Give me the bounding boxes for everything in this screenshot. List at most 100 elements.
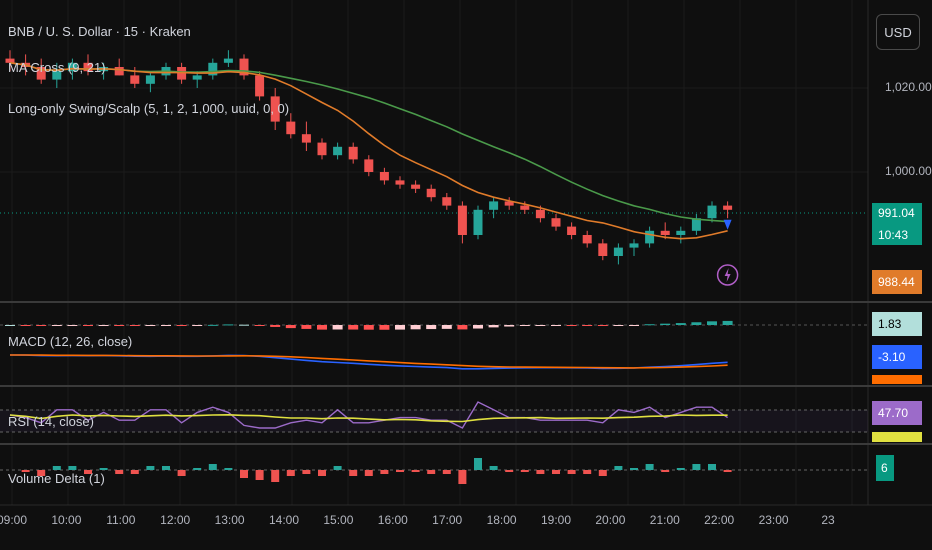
volume-delta-bar — [364, 470, 373, 476]
candle-body — [5, 58, 15, 63]
macd-histogram-bar — [426, 325, 437, 330]
time-label: 11:00 — [106, 513, 136, 527]
volume-delta-bar — [240, 470, 248, 478]
candle-body — [270, 96, 280, 122]
price-label-1000: 1,000.00 — [885, 164, 932, 178]
rsi-legend[interactable]: RSI (14, close) — [8, 414, 94, 429]
candle-body — [551, 218, 561, 227]
volume-delta-bar — [567, 470, 576, 474]
candle-body — [364, 159, 374, 172]
volume-delta-bar — [442, 470, 451, 474]
volume-delta-bar — [489, 466, 498, 470]
volume-delta-bar — [614, 466, 623, 470]
macd-histogram-bar — [317, 325, 327, 330]
volume-delta-legend[interactable]: Volume Delta (1) — [8, 471, 105, 486]
macd-histogram-bar — [285, 325, 296, 329]
macd-histogram-bar — [5, 325, 15, 326]
last-price-tag: 991.04 10:43 — [872, 203, 922, 245]
time-label: 16:00 — [377, 513, 408, 527]
macd-histogram-bar — [207, 324, 218, 326]
macd-histogram-bar — [551, 325, 561, 326]
candle-body — [348, 146, 358, 160]
volume-delta-bar — [115, 470, 124, 474]
candle-body — [489, 201, 499, 210]
macd-histogram-bar — [145, 325, 156, 326]
macd-histogram-bar — [129, 325, 140, 326]
volume-delta-bar — [474, 458, 482, 470]
candle-body — [36, 67, 46, 80]
time-label: 22:00 — [704, 513, 735, 527]
strategy-legend[interactable]: Long-only Swing/Scalp (5, 1, 2, 1,000, u… — [8, 101, 290, 116]
volume-delta-bar — [302, 470, 311, 474]
macd-histogram-bar — [613, 325, 624, 326]
macd-histogram-bar — [691, 322, 702, 325]
volume-delta-bar — [84, 470, 92, 474]
macd-legend[interactable]: MACD (12, 26, close) — [8, 334, 133, 349]
candle-body — [598, 243, 608, 256]
macd-histogram-bar — [566, 325, 577, 326]
volume-delta-bar — [99, 468, 108, 470]
candle-body — [535, 209, 545, 219]
volume-delta-bar — [520, 470, 529, 472]
macd-signal-line — [10, 354, 728, 369]
macd-histogram-bar — [410, 325, 421, 330]
time-label: 09:00 — [0, 513, 28, 527]
volume-delta-bar — [505, 470, 514, 472]
macd-histogram-bar — [20, 325, 31, 326]
macd-histogram-bar — [348, 325, 359, 330]
volume-delta-bar — [552, 470, 560, 474]
volume-delta-bar — [130, 470, 139, 474]
ma-cross-legend[interactable]: MA Cross (9, 21) — [8, 60, 106, 75]
time-label: 12:00 — [160, 513, 191, 527]
macd-histogram-bar — [114, 325, 125, 326]
macd-histogram-bar — [582, 325, 593, 326]
macd-histogram-bar — [332, 325, 343, 330]
volume-delta-bar — [630, 468, 638, 470]
candle-body — [457, 205, 467, 235]
ma-fast-line — [9, 62, 728, 240]
macd-histogram-bar — [83, 325, 93, 326]
volume-delta-bar — [661, 470, 670, 472]
candle-body — [317, 142, 327, 156]
macd-histogram-bar — [395, 325, 405, 330]
macd-histogram-bar — [192, 325, 203, 326]
macd-histogram-bar — [597, 325, 608, 326]
macd-histogram-bar — [675, 323, 686, 325]
signal-arrow-icon — [723, 219, 732, 230]
currency-button[interactable]: USD — [876, 14, 920, 50]
volume-delta-bar — [21, 470, 30, 472]
macd-signal-tag — [872, 375, 922, 384]
rsi-value-tag: 47.70 — [872, 401, 922, 425]
macd-histogram-bar — [519, 325, 530, 326]
volume-delta-bar — [396, 470, 404, 472]
volume-delta-bar — [411, 470, 420, 472]
candle-body — [52, 71, 62, 80]
macd-histogram-bar — [488, 325, 499, 328]
volume-delta-bar — [37, 470, 46, 476]
rsi-ma-tag — [872, 432, 922, 442]
symbol-title: BNB / U. S. Dollar · 15 · Kraken — [8, 24, 191, 39]
volume-delta-bar — [380, 470, 389, 474]
candle-body — [582, 235, 592, 244]
candle-body — [67, 62, 77, 72]
macd-histogram-bar — [722, 320, 733, 325]
countdown-value: 10:43 — [878, 228, 909, 242]
volume-delta-bar — [645, 464, 654, 470]
macd-histogram-bar — [644, 324, 655, 326]
candle-body — [130, 75, 140, 84]
macd-histogram-bar — [660, 323, 671, 325]
candle-body — [707, 205, 717, 219]
candle-body — [520, 205, 530, 210]
candle-body — [629, 243, 639, 248]
last-price-value: 991.04 — [878, 206, 915, 220]
candle-body — [395, 180, 405, 185]
candle-body — [223, 58, 233, 63]
candle-body — [114, 67, 124, 76]
volume-delta-bar — [224, 468, 233, 470]
volume-delta-tag: 6 — [876, 455, 894, 481]
candle-body — [613, 247, 623, 256]
candle-body — [691, 218, 701, 231]
candle-body — [411, 184, 421, 189]
